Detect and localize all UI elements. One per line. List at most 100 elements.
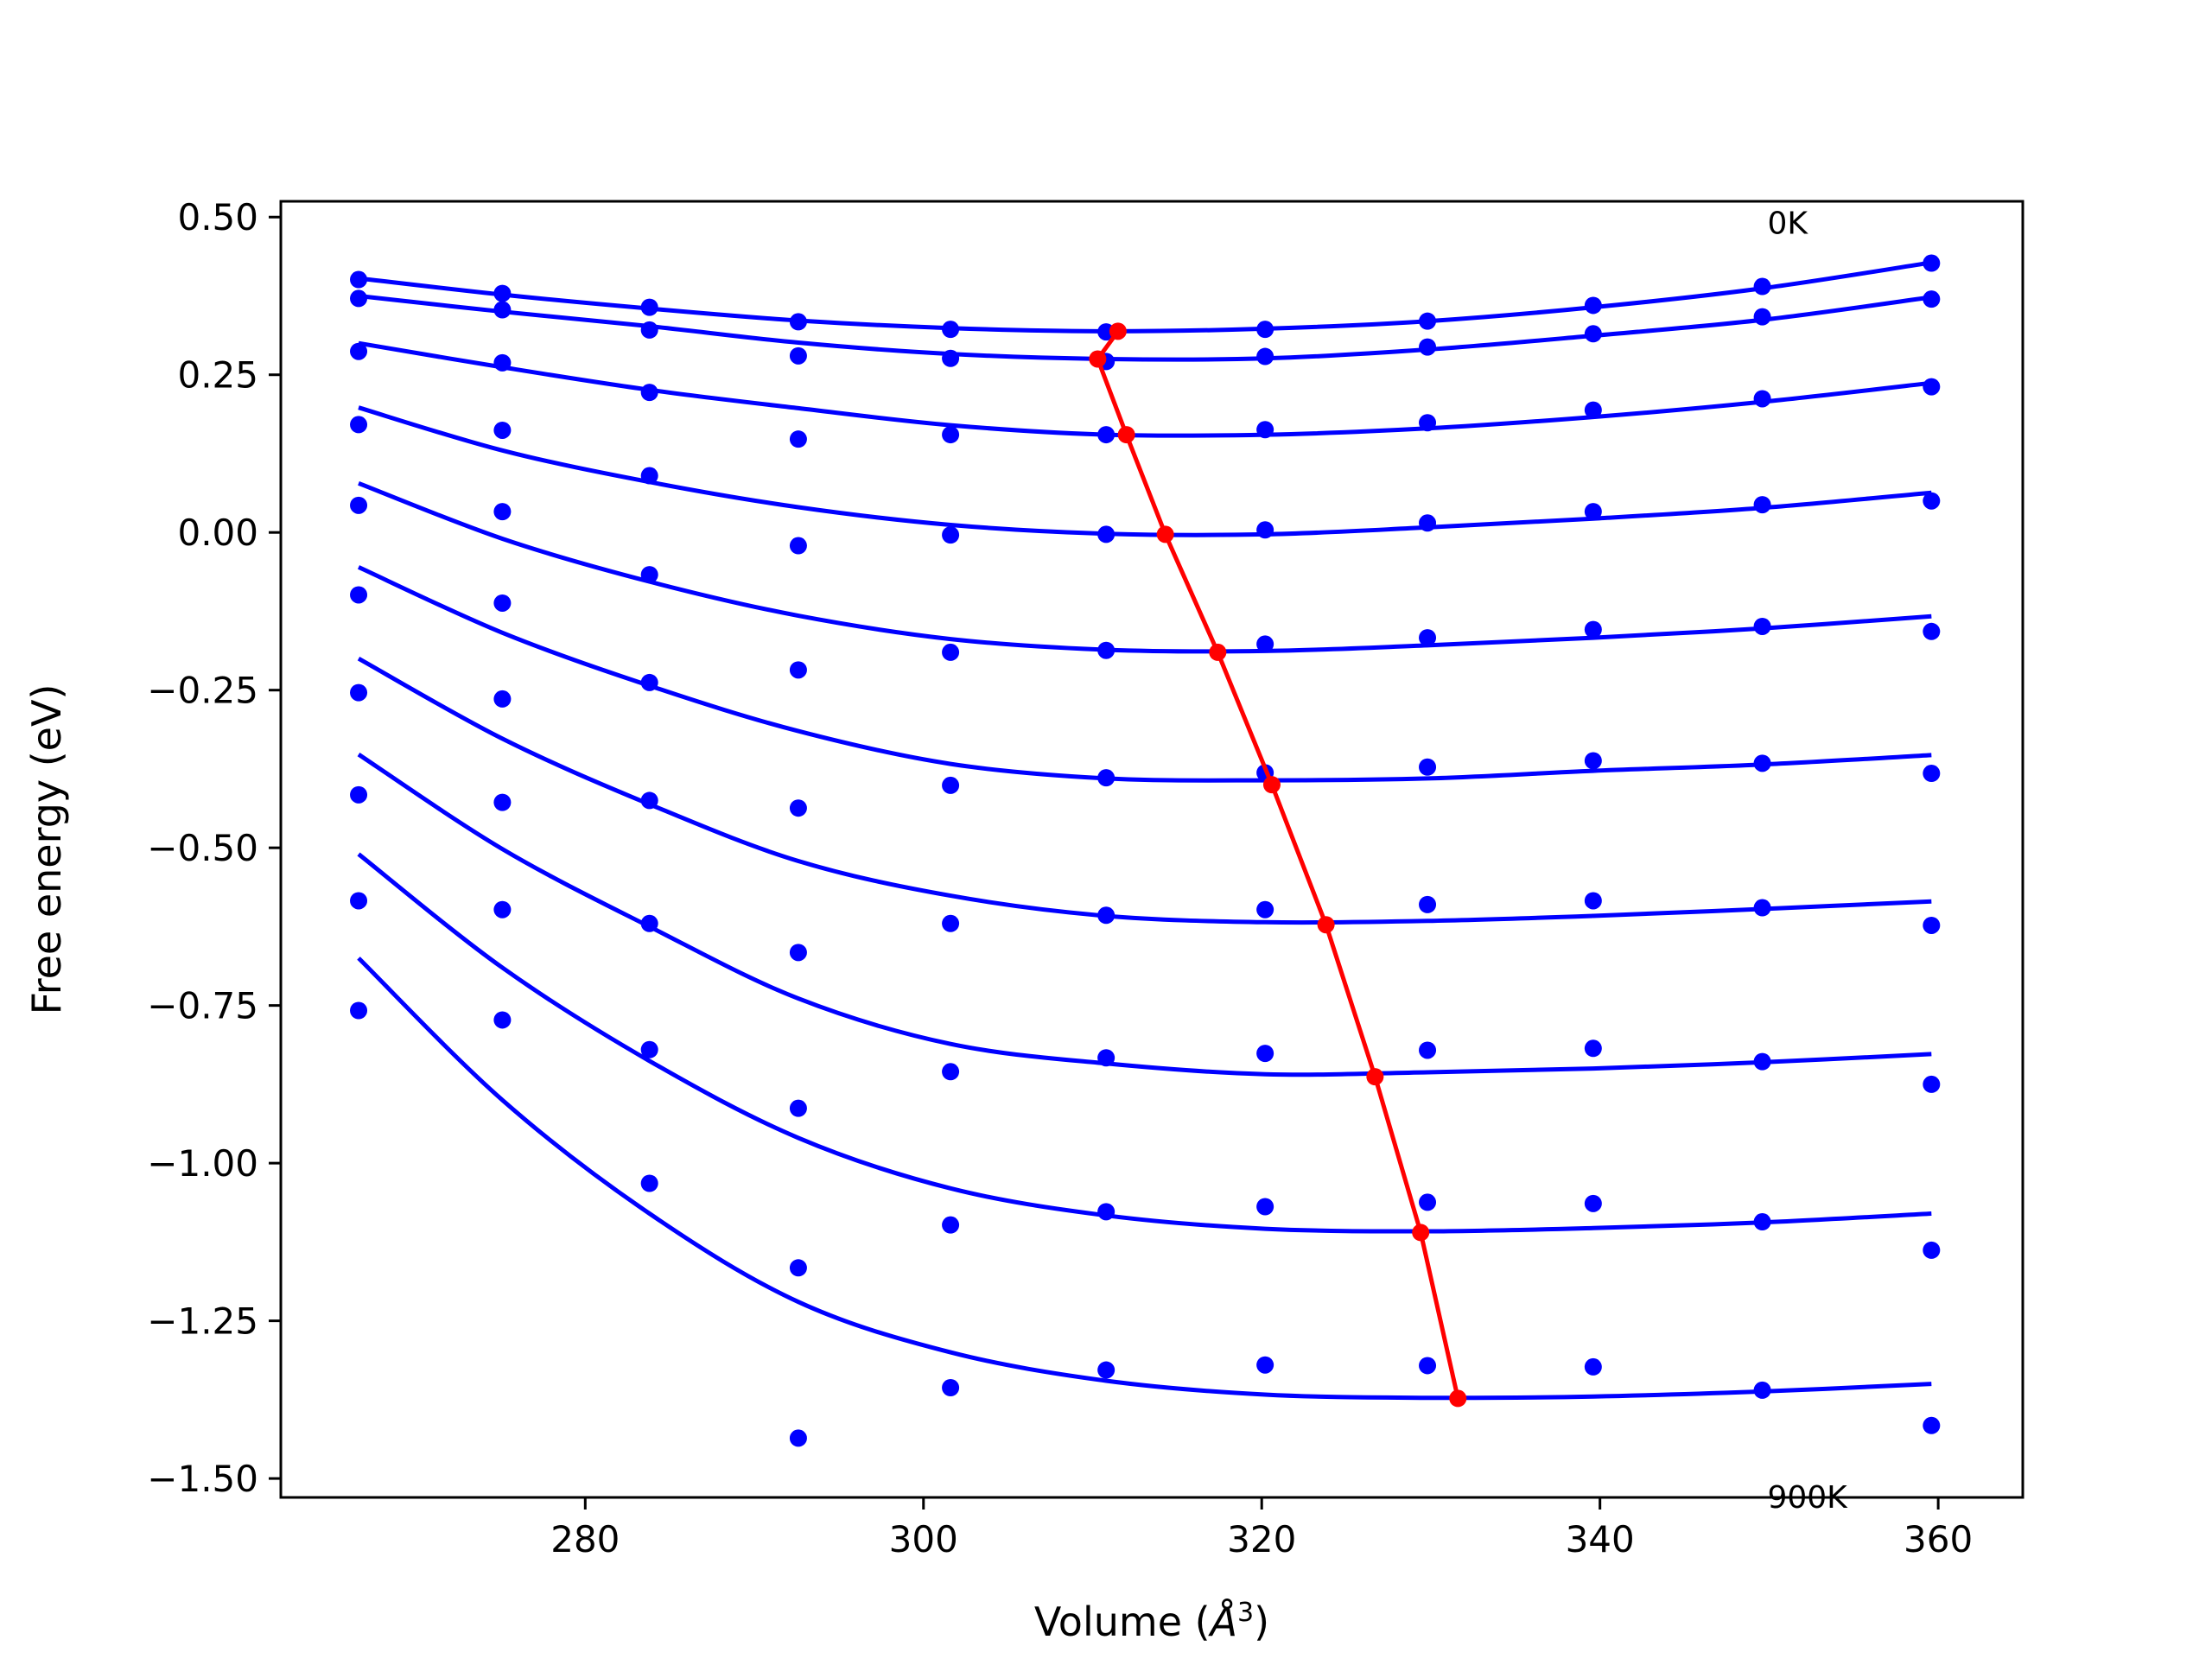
data-point — [640, 566, 658, 584]
data-point — [1419, 895, 1437, 913]
data-point — [350, 785, 368, 804]
data-point — [1923, 765, 1941, 783]
data-point — [1753, 1381, 1771, 1399]
data-point — [493, 503, 512, 521]
data-point — [1097, 1049, 1116, 1067]
fit-curve-7 — [357, 657, 1932, 925]
data-point — [1419, 1357, 1437, 1375]
data-point — [789, 1429, 807, 1447]
data-point — [640, 467, 658, 485]
fit-curve-3 — [358, 340, 1932, 438]
plot-frame — [279, 200, 2024, 1499]
data-point — [1097, 525, 1116, 543]
data-point — [493, 793, 512, 811]
data-point — [493, 284, 512, 302]
data-point — [942, 526, 960, 544]
data-point — [640, 673, 658, 691]
y-axis-ticks: 0.50 0.25 0.00 −0.25 −0.50 −0.75 −1.00 −1.25 −1.… — [147, 196, 281, 1500]
minimum-point — [1156, 525, 1174, 543]
data-point — [942, 349, 960, 367]
data-point — [1923, 622, 1941, 640]
data-point — [1753, 754, 1771, 772]
data-point — [493, 900, 512, 918]
data-point — [1753, 1213, 1771, 1231]
data-point — [1753, 308, 1771, 326]
minimum-point — [1089, 350, 1107, 368]
y-tick-label: 0.25 — [177, 354, 258, 397]
data-point — [1753, 277, 1771, 296]
y-tick-label: −0.75 — [147, 985, 258, 1027]
data-point — [1097, 906, 1116, 925]
data-point — [1584, 620, 1602, 639]
data-point — [1256, 347, 1274, 365]
data-point — [789, 537, 807, 555]
data-point — [1256, 635, 1274, 653]
minimum-point — [1117, 426, 1135, 444]
x-tick-label: 320 — [1227, 1518, 1296, 1560]
temperature-annotation: 0K — [1767, 207, 1808, 242]
data-point — [350, 416, 368, 434]
minimum-point — [1412, 1224, 1430, 1242]
data-point — [350, 289, 368, 308]
data-point — [640, 298, 658, 316]
x-axis-label-unit: Å — [1208, 1599, 1237, 1645]
data-point — [942, 776, 960, 794]
data-point — [942, 1216, 960, 1234]
data-point — [350, 270, 368, 289]
y-tick-label: 0.00 — [177, 512, 258, 554]
annotations: 0K 900K — [1767, 207, 1848, 1516]
data-point — [1256, 421, 1274, 439]
data-point — [350, 683, 368, 702]
data-point — [942, 1378, 960, 1396]
fit-curve-10 — [357, 957, 1932, 1401]
data-point — [789, 661, 807, 679]
fit-curves — [357, 260, 1932, 1401]
data-point — [1419, 1193, 1437, 1211]
x-axis-label-post: ) — [1254, 1599, 1269, 1645]
data-point — [1584, 752, 1602, 770]
data-point — [789, 799, 807, 817]
data-point — [1097, 769, 1116, 787]
minimum-point — [1109, 322, 1127, 340]
y-tick-label: −0.50 — [147, 827, 258, 869]
data-point — [1753, 899, 1771, 917]
data-point — [493, 421, 512, 439]
data-point — [493, 353, 512, 372]
data-point — [1097, 426, 1116, 444]
data-points — [350, 254, 1941, 1447]
y-tick-label: −1.50 — [147, 1458, 258, 1500]
data-point — [1584, 325, 1602, 343]
data-point — [640, 384, 658, 402]
data-point — [1584, 401, 1602, 419]
y-tick-label: −1.00 — [147, 1142, 258, 1185]
data-point — [1256, 1356, 1274, 1374]
data-point — [350, 496, 368, 514]
data-point — [350, 586, 368, 604]
data-point — [942, 426, 960, 444]
x-tick-label: 340 — [1566, 1518, 1635, 1560]
data-point — [1923, 290, 1941, 308]
data-point — [789, 346, 807, 365]
data-point — [640, 914, 658, 932]
data-point — [1584, 1357, 1602, 1376]
data-point — [1584, 1194, 1602, 1212]
data-point — [1923, 1241, 1941, 1259]
x-tick-label: 300 — [889, 1518, 958, 1560]
data-point — [1419, 338, 1437, 356]
data-point — [640, 321, 658, 339]
data-point — [1256, 521, 1274, 539]
data-point — [1584, 503, 1602, 521]
minimum-point — [1262, 776, 1281, 794]
data-point — [1419, 758, 1437, 776]
data-point — [1097, 1203, 1116, 1221]
y-tick-label: 0.50 — [177, 196, 258, 238]
data-point — [1753, 496, 1771, 514]
data-point — [493, 594, 512, 612]
data-point — [1419, 414, 1437, 432]
data-point — [1256, 321, 1274, 339]
minimum-point — [1209, 643, 1227, 661]
minimum-point — [1317, 916, 1335, 934]
fit-curve-6 — [357, 565, 1932, 783]
minima-line — [1095, 329, 1460, 1399]
data-point — [789, 944, 807, 962]
